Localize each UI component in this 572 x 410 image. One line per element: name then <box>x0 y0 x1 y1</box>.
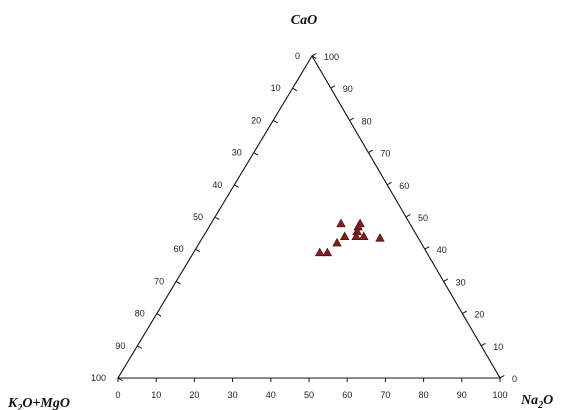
tick-left-50-label: 50 <box>193 212 203 222</box>
tick-left-10-label: 10 <box>271 83 281 93</box>
tick-left-70-tick <box>175 280 181 285</box>
data-points <box>315 218 385 257</box>
tick-left-10-tick <box>292 87 298 92</box>
tick-right-100-tick <box>311 53 317 57</box>
data-point-6 <box>359 231 369 240</box>
tick-right-80-label: 80 <box>362 116 372 126</box>
tick-left-70-label: 70 <box>154 276 164 286</box>
tick-left-30-label: 30 <box>232 148 242 158</box>
tick-left-90-label: 90 <box>115 341 125 351</box>
tick-left-90-tick <box>137 345 142 349</box>
tick-bottom-30-label: 30 <box>228 390 238 400</box>
tick-right-20-tick <box>462 310 467 315</box>
data-point-7 <box>375 233 385 242</box>
apex-label-right: Na2O <box>520 393 553 410</box>
tick-right-70-tick <box>368 149 373 154</box>
tick-bottom-50-label: 50 <box>304 390 314 400</box>
tick-bottom-0-label: 0 <box>115 390 120 400</box>
tick-bottom-70-label: 70 <box>380 390 390 400</box>
tick-right-50-tick <box>405 214 411 218</box>
tick-bottom-60-label: 60 <box>342 390 352 400</box>
tick-right-0-label: 0 <box>512 374 517 384</box>
apex-label-top: CaO <box>291 13 317 28</box>
tick-left-30-tick <box>253 152 259 156</box>
tick-left-40-label: 40 <box>212 180 222 190</box>
data-point-8 <box>332 237 342 247</box>
apex-label-left: K2O+MgO <box>7 396 70 410</box>
tick-bottom-80-label: 80 <box>419 390 429 400</box>
tick-right-90-label: 90 <box>343 84 353 94</box>
tick-right-40-tick <box>424 246 430 250</box>
tick-left-20-label: 20 <box>251 115 261 125</box>
tick-bottom-100-label: 100 <box>492 390 507 400</box>
tick-right-20-label: 20 <box>474 310 484 320</box>
tick-right-40-label: 40 <box>437 245 447 255</box>
tick-right-80-tick <box>349 117 355 121</box>
tick-group: 0 0 0 10 10 10 20 20 20 30 30 30 40 40 40 50 50 50 60 60 60 7… <box>91 51 517 400</box>
tick-right-100-label: 100 <box>324 52 339 62</box>
tick-right-90-tick <box>330 85 336 89</box>
tick-right-70-label: 70 <box>380 149 390 159</box>
tick-right-60-tick <box>386 181 392 186</box>
tick-right-10-label: 10 <box>493 342 503 352</box>
tick-bottom-20-label: 20 <box>189 390 199 400</box>
tick-right-10-tick <box>480 342 486 347</box>
tick-left-0-label: 0 <box>295 51 300 61</box>
ternary-frame <box>117 54 501 379</box>
tick-bottom-90-label: 90 <box>457 390 467 400</box>
data-point-0 <box>336 218 346 228</box>
tick-left-0-tick <box>311 55 317 60</box>
tick-left-40-tick <box>234 184 239 188</box>
tick-left-100-tick <box>117 377 123 382</box>
tick-right-50-label: 50 <box>418 213 428 223</box>
tick-left-60-label: 60 <box>174 244 184 254</box>
data-point-9 <box>315 247 325 257</box>
data-point-10 <box>322 247 333 257</box>
tick-left-50-tick <box>214 216 220 221</box>
tick-bottom-10-label: 10 <box>151 390 161 400</box>
tick-right-60-label: 60 <box>399 181 409 191</box>
tick-left-20-tick <box>272 119 278 124</box>
data-point-5 <box>351 231 361 240</box>
tick-left-100-label: 100 <box>91 373 106 383</box>
tick-right-30-label: 30 <box>456 277 466 287</box>
tick-left-80-label: 80 <box>135 309 145 319</box>
tick-bottom-40-label: 40 <box>266 390 276 400</box>
data-point-4 <box>339 231 350 240</box>
tick-left-60-tick <box>195 248 201 253</box>
tick-right-0-tick <box>499 375 505 379</box>
tick-left-80-tick <box>156 313 162 317</box>
tick-right-30-tick <box>443 278 449 282</box>
